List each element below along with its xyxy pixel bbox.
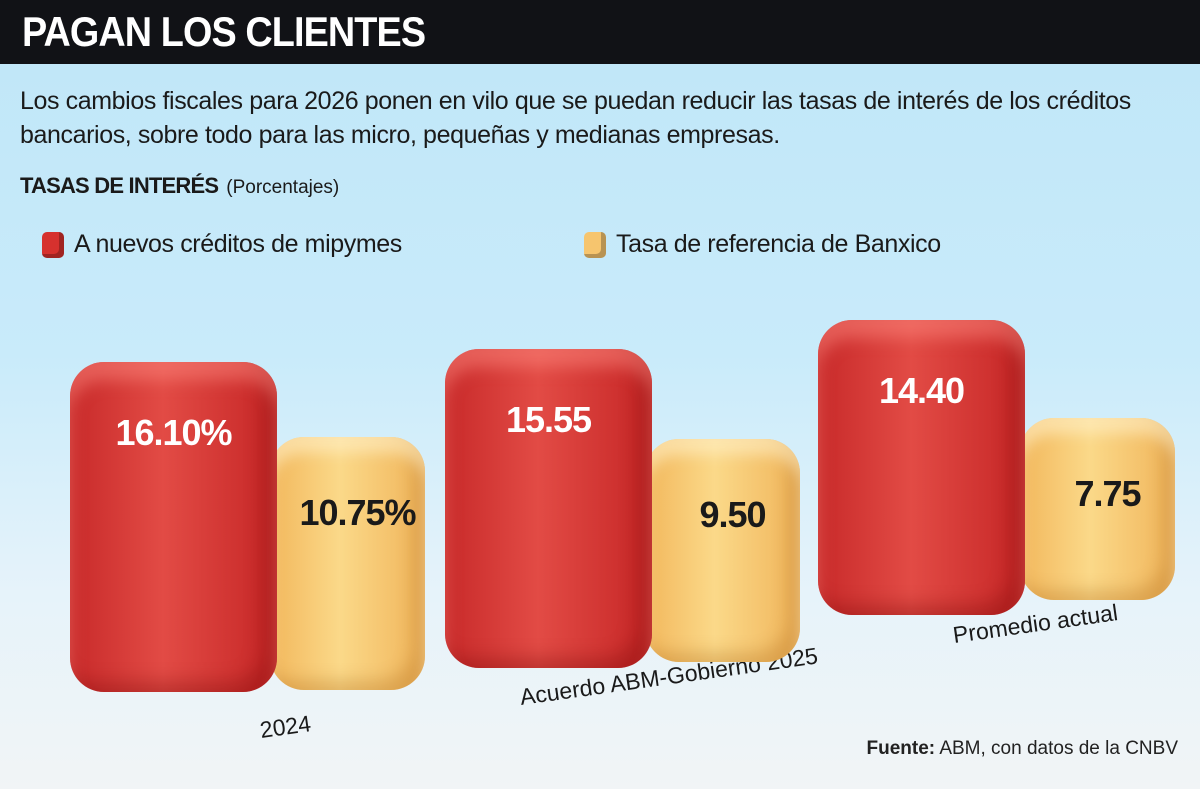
source-label: Fuente:: [866, 738, 936, 759]
data-label: 14.40: [878, 369, 965, 411]
bar-mipymes-1: 15.55: [445, 349, 652, 668]
chart-title: TASAS DE INTERÉS (Porcentajes): [20, 173, 339, 199]
chart-unit: (Porcentajes): [226, 177, 340, 198]
source-text: ABM, con datos de la CNBV: [935, 738, 1178, 759]
bar-banxico-1: 9.50: [645, 438, 800, 662]
bar-mipymes-0: 16.10%: [70, 361, 277, 692]
subtitle: Los cambios fiscales para 2026 ponen en …: [20, 87, 1131, 149]
bar-mipymes-2: 14.40: [818, 319, 1025, 615]
data-label: 9.50: [699, 493, 766, 535]
category-label: 2024: [258, 710, 313, 744]
data-label: 7.75: [1074, 472, 1141, 514]
header-bar: PAGAN LOS CLIENTES: [0, 0, 1200, 64]
data-label: 15.55: [505, 399, 592, 441]
legend-item-mipymes: A nuevos créditos de mipymes: [42, 230, 402, 259]
bar-banxico-0: 10.75%: [270, 437, 425, 690]
legend-item-banxico: Tasa de referencia de Banxico: [584, 230, 941, 259]
legend-swatch-yellow: [584, 231, 606, 258]
legend-label: A nuevos créditos de mipymes: [74, 230, 402, 258]
legend-label: Tasa de referencia de Banxico: [616, 230, 941, 258]
data-label: 10.75%: [299, 492, 416, 534]
chart-title-text: TASAS DE INTERÉS: [20, 173, 219, 198]
source-note: Fuente: ABM, con datos de la CNBV: [866, 738, 1178, 760]
legend-swatch-red: [42, 231, 64, 258]
data-label: 16.10%: [115, 411, 232, 453]
bar-banxico-2: 7.75: [1020, 417, 1175, 600]
chart-headline: PAGAN LOS CLIENTES: [22, 8, 426, 55]
